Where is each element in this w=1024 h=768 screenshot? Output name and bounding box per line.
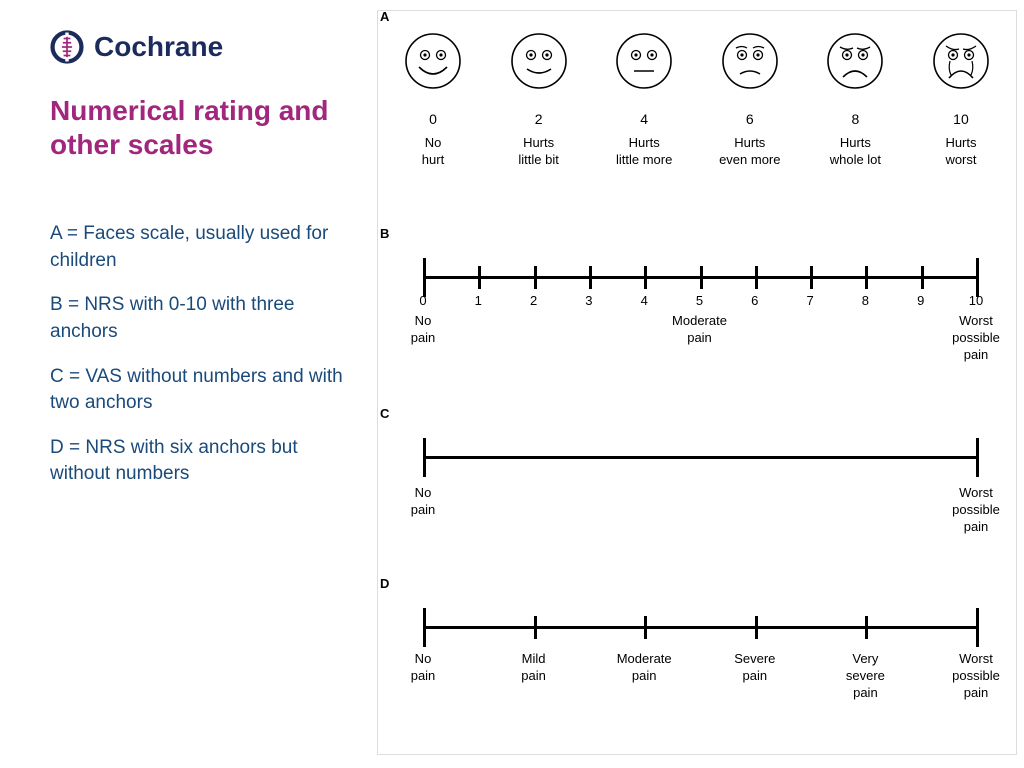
anchor-label: Moderate pain — [672, 313, 727, 347]
face-number: 4 — [599, 111, 689, 127]
anchor-label: No pain — [411, 651, 436, 685]
face-number: 8 — [810, 111, 900, 127]
tick-number: 8 — [862, 293, 869, 308]
tick-number: 7 — [806, 293, 813, 308]
brand-logo: Cochrane — [50, 30, 350, 64]
legend-list: A = Faces scale, usually used for childr… — [50, 221, 350, 488]
anchor-label: Worst possible pain — [952, 485, 1000, 536]
legend-item: C = VAS without numbers and with two anc… — [50, 364, 350, 417]
legend-item: D = NRS with six anchors but without num… — [50, 435, 350, 488]
tick-number: 1 — [475, 293, 482, 308]
page-title: Numerical rating and other scales — [50, 94, 350, 161]
section-label-a: A — [380, 9, 389, 24]
faces-scale: 0 No hurt 2 Hurts little bit 4 Hurts little m… — [388, 31, 1006, 169]
anchor-label: Severe pain — [734, 651, 775, 685]
face-label: Hurts little bit — [494, 135, 584, 169]
face-icon — [931, 31, 991, 91]
cochrane-logo-icon — [50, 30, 84, 64]
anchor-label: No pain — [411, 485, 436, 519]
face-number: 0 — [388, 111, 478, 127]
anchor-label: Worst possible pain — [952, 313, 1000, 364]
nrs-scale-d: No painMild painModerate painSevere pain… — [413, 626, 1006, 651]
anchor-label: Very severe pain — [846, 651, 885, 702]
tick-number: 10 — [969, 293, 983, 308]
tick-number: 0 — [419, 293, 426, 308]
face-number: 6 — [705, 111, 795, 127]
face-column: 2 Hurts little bit — [494, 31, 584, 169]
tick-number: 6 — [751, 293, 758, 308]
tick-number: 4 — [641, 293, 648, 308]
face-icon — [403, 31, 463, 91]
section-label-d: D — [380, 576, 389, 591]
face-label: Hurts even more — [705, 135, 795, 169]
legend-item: A = Faces scale, usually used for childr… — [50, 221, 350, 274]
face-column: 0 No hurt — [388, 31, 478, 169]
face-column: 4 Hurts little more — [599, 31, 689, 169]
brand-name: Cochrane — [94, 31, 223, 63]
face-column: 8 Hurts whole lot — [810, 31, 900, 169]
face-label: Hurts worst — [916, 135, 1006, 169]
tick-number: 9 — [917, 293, 924, 308]
face-number: 10 — [916, 111, 1006, 127]
face-icon — [614, 31, 674, 91]
face-label: No hurt — [388, 135, 478, 169]
scales-diagram: A 0 No hurt 2 Hurts little bit 4 Hurts little… — [377, 10, 1017, 755]
face-column: 10 Hurts worst — [916, 31, 1006, 169]
anchor-label: Mild pain — [521, 651, 546, 685]
face-number: 2 — [494, 111, 584, 127]
anchor-label: Worst possible pain — [952, 651, 1000, 702]
section-label-c: C — [380, 406, 389, 421]
face-label: Hurts little more — [599, 135, 689, 169]
legend-item: B = NRS with 0-10 with three anchors — [50, 292, 350, 345]
anchor-label: No pain — [411, 313, 436, 347]
nrs-scale-b: 012345678910 No painModerate painWorst p… — [413, 276, 1006, 313]
tick-number: 3 — [585, 293, 592, 308]
anchor-label: Moderate pain — [617, 651, 672, 685]
section-label-b: B — [380, 226, 389, 241]
face-icon — [509, 31, 569, 91]
face-label: Hurts whole lot — [810, 135, 900, 169]
face-column: 6 Hurts even more — [705, 31, 795, 169]
vas-scale-c: No painWorst possible pain — [413, 456, 1006, 485]
tick-number: 2 — [530, 293, 537, 308]
face-icon — [825, 31, 885, 91]
face-icon — [720, 31, 780, 91]
tick-number: 5 — [696, 293, 703, 308]
